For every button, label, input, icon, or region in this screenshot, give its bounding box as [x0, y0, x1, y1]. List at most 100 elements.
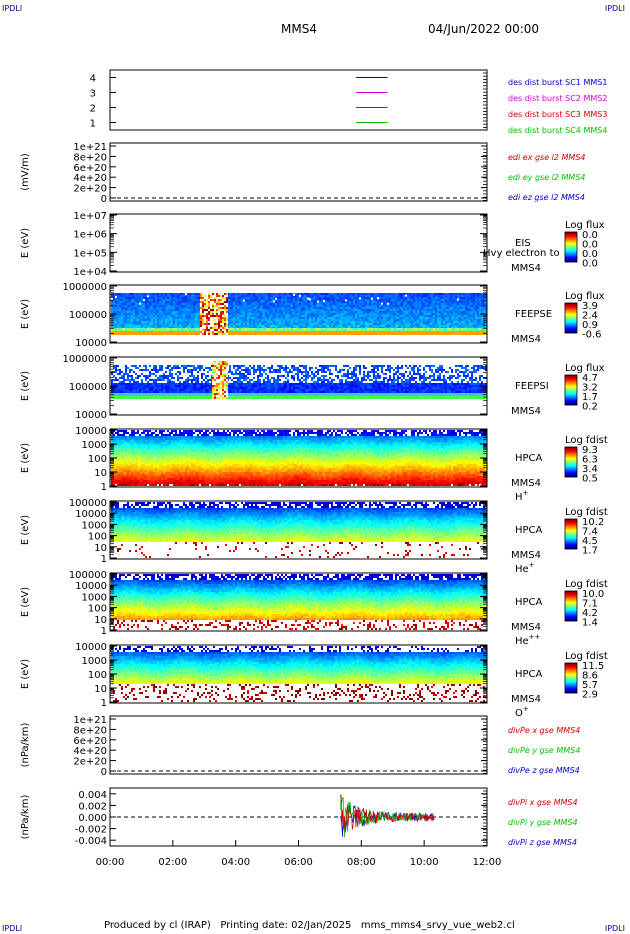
- spec-cell: [149, 383, 151, 385]
- spec-cell: [167, 319, 169, 321]
- spec-cell: [473, 295, 475, 297]
- spec-cell: [185, 313, 187, 315]
- spec-cell: [283, 295, 285, 297]
- spec-cell: [135, 311, 137, 313]
- spec-cell: [157, 331, 159, 335]
- spec-cell: [220, 301, 222, 303]
- spec-cell: [206, 311, 208, 313]
- spec-cell: [145, 299, 147, 301]
- spec-cell: [145, 391, 147, 393]
- spec-cell: [305, 309, 307, 311]
- spec-cell: [159, 325, 161, 327]
- spec-cell: [189, 321, 191, 323]
- spec-cell: [395, 299, 397, 301]
- spec-cell: [299, 299, 301, 301]
- spec-cell: [345, 297, 347, 299]
- spec-cell: [349, 319, 351, 321]
- spec-cell: [210, 293, 212, 295]
- spec-cell: [349, 301, 351, 303]
- spec-cell: [235, 319, 237, 321]
- spec-cell: [171, 367, 173, 369]
- spec-cell: [439, 331, 441, 335]
- colorbar-band: [565, 331, 577, 333]
- spec-cell: [145, 313, 147, 315]
- spec-cell: [395, 315, 397, 317]
- spec-cell: [161, 293, 163, 295]
- spec-cell: [303, 301, 305, 303]
- spec-cell: [133, 313, 135, 315]
- spec-cell: [267, 299, 269, 301]
- spec-cell: [393, 321, 395, 323]
- spec-cell: [119, 373, 121, 375]
- spec-cell: [247, 307, 249, 309]
- spec-cell: [471, 311, 473, 313]
- spec-cell: [210, 297, 212, 299]
- spec-cell: [395, 309, 397, 311]
- legend-edi-1: edi ey gse l2 MMS4: [508, 173, 586, 182]
- spec-cell: [353, 295, 355, 297]
- spec-cell: [293, 325, 295, 327]
- spec-cell: [119, 323, 121, 325]
- spec-cell: [309, 303, 311, 305]
- spec-cell: [216, 313, 218, 315]
- spec-cell: [127, 379, 129, 381]
- spec-cell: [139, 299, 141, 301]
- spec-cell: [421, 299, 423, 301]
- spec-cell: [305, 293, 307, 295]
- spec-cell: [385, 317, 387, 319]
- spec-cell: [243, 307, 245, 309]
- spec-cell: [383, 313, 385, 315]
- spec-cell: [323, 331, 325, 335]
- spec-cell: [303, 331, 305, 335]
- spec-cell: [210, 301, 212, 303]
- spec-cell: [224, 297, 226, 299]
- spec-cell: [429, 321, 431, 323]
- spec-cell: [285, 309, 287, 311]
- spec-cell: [403, 305, 405, 307]
- spec-cell: [239, 297, 241, 299]
- spec-cell: [381, 293, 383, 295]
- spec-cell: [125, 331, 127, 335]
- spec-cell: [393, 328, 395, 330]
- spec-cell: [161, 391, 163, 393]
- spec-cell: [293, 307, 295, 309]
- spec-cell: [251, 317, 253, 319]
- spec-cell: [137, 375, 139, 377]
- spec-cell: [153, 313, 155, 315]
- spec-cell: [319, 305, 321, 307]
- spec-cell: [387, 301, 389, 303]
- spec-cell: [169, 381, 171, 383]
- spec-cell: [457, 313, 459, 315]
- spec-cell: [249, 321, 251, 323]
- spec-cell: [451, 297, 453, 299]
- spec-cell: [220, 327, 222, 329]
- spec-cell: [303, 311, 305, 313]
- spec-cell: [169, 365, 171, 367]
- spec-cell: [163, 383, 165, 385]
- spec-cell: [257, 303, 259, 305]
- spec-cell: [445, 299, 447, 301]
- spec-cell: [349, 323, 351, 325]
- spec-cell: [181, 319, 183, 321]
- spec-cell: [427, 319, 429, 321]
- spec-cell: [305, 315, 307, 317]
- spec-cell: [149, 297, 151, 299]
- spec-cell: [447, 325, 449, 327]
- spec-cell: [129, 317, 131, 319]
- spec-cell: [451, 313, 453, 315]
- spec-cell: [353, 315, 355, 317]
- spec-cell: [129, 293, 131, 295]
- spec-cell: [123, 293, 125, 295]
- spec-cell: [226, 327, 228, 329]
- spec-cell: [135, 367, 137, 369]
- spec-cell: [403, 319, 405, 321]
- colorbar-band: [565, 315, 577, 317]
- spec-cell: [369, 309, 371, 311]
- spec-cell: [123, 396, 125, 399]
- spec-cell: [121, 299, 123, 301]
- spec-cell: [461, 305, 463, 307]
- spec-cell: [218, 317, 220, 319]
- spec-cell: [371, 309, 373, 311]
- spec-cell: [171, 319, 173, 321]
- spec-cell: [349, 299, 351, 301]
